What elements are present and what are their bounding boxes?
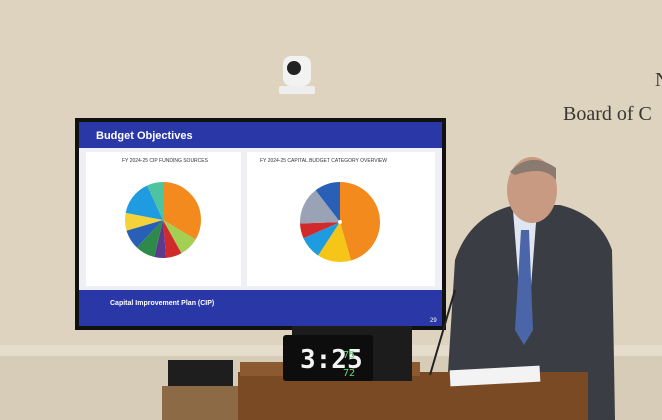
chart-title: FY 2024-25 CIP FUNDING SOURCES xyxy=(122,158,209,164)
pie-slice xyxy=(300,182,380,262)
clock-reading: 72 xyxy=(343,368,355,379)
hair xyxy=(510,159,556,180)
slide-footer-text: Capital Improvement Plan (CIP) xyxy=(110,300,214,307)
camera-base xyxy=(279,86,315,94)
pie xyxy=(125,182,201,258)
wall-sign-text: Board of C xyxy=(563,103,652,125)
clock xyxy=(283,335,373,381)
pie-slice xyxy=(125,182,201,258)
slide-header xyxy=(79,122,442,148)
pie-slice xyxy=(300,182,380,262)
microphone xyxy=(429,289,456,376)
pie-slice xyxy=(125,182,201,258)
paper xyxy=(449,365,541,387)
chart-title: FY 2024-25 CAPITAL BUDGET CATEGORY OVERV… xyxy=(260,158,387,164)
equipment xyxy=(168,360,233,388)
slide-title: Budget Objectives xyxy=(96,130,193,142)
clock-reading: 75 xyxy=(343,350,355,361)
side-table xyxy=(162,386,238,420)
wall-sign-text: N xyxy=(655,69,662,91)
tie xyxy=(515,230,533,345)
slide-footer xyxy=(79,290,442,326)
pie-slice xyxy=(300,182,380,262)
camera-lens xyxy=(287,61,301,75)
pie xyxy=(300,182,380,262)
clock-time: 3:25 xyxy=(300,345,363,375)
pie-slice xyxy=(125,182,201,258)
slide-page-number: 29 xyxy=(430,318,437,324)
